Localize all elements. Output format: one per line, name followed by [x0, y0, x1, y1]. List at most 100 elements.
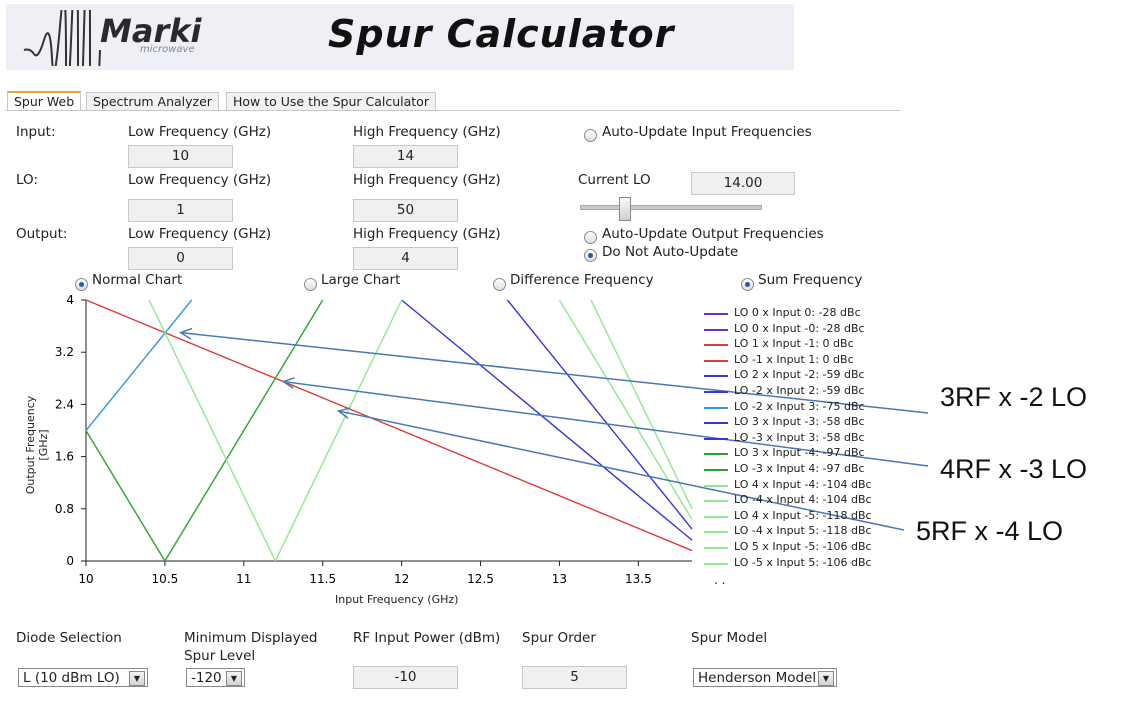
- annotation-arrow: [283, 380, 929, 467]
- y-tick-label: 4: [66, 293, 74, 307]
- current-lo-field[interactable]: 14.00: [691, 172, 795, 195]
- input-high-label: High Frequency (GHz): [353, 124, 501, 140]
- tab-how-to-use[interactable]: How to Use the Spur Calculator: [226, 92, 436, 111]
- legend-swatch: [704, 437, 728, 440]
- y-tick-label: 1.6: [55, 450, 74, 464]
- chevron-down-icon[interactable]: ▼: [226, 671, 242, 686]
- large-chart-label: Large Chart: [321, 272, 401, 288]
- spur-order-label: Spur Order: [522, 630, 596, 646]
- chevron-down-icon[interactable]: ▼: [818, 671, 834, 686]
- annotation-5rf-4lo: 5RF x -4 LO: [916, 516, 1064, 546]
- legend-swatch: [704, 406, 728, 409]
- auto-update-input-radio[interactable]: [584, 129, 597, 142]
- output-high-label: High Frequency (GHz): [353, 226, 501, 242]
- y-tick-label: 0: [66, 554, 74, 568]
- legend-label: LO -2 x Input 2: -59 dBc: [734, 384, 865, 397]
- sum-frequency-label: Sum Frequency: [758, 272, 863, 288]
- tab-spur-web[interactable]: Spur Web: [7, 91, 82, 112]
- annotation-arrowhead: [178, 327, 193, 340]
- spur-model-dropdown[interactable]: Henderson Model ▼: [693, 668, 837, 687]
- logo-wave-icon: [23, 10, 101, 66]
- legend-label: LO -4 x Input 4: -104 dBc: [734, 493, 872, 507]
- x-tick-label: 11.5: [309, 572, 336, 586]
- difference-frequency-radio[interactable]: [493, 278, 506, 291]
- chevron-down-icon[interactable]: ▼: [129, 671, 145, 686]
- legend-label: LO 4 x Input -4: -104 dBc: [734, 477, 872, 491]
- input-label: Input:: [16, 124, 56, 140]
- legend-swatch: [704, 313, 728, 315]
- annotation-3rf-2lo: 3RF x -2 LO: [940, 382, 1088, 412]
- auto-update-output-radio[interactable]: [584, 231, 597, 244]
- legend-label: LO -5 x Input 5: -106 dBc: [734, 555, 872, 569]
- series-line-3: [85, 299, 693, 552]
- legend-label: LO 2 x Input -2: -59 dBc: [734, 368, 865, 382]
- legend-swatch: [704, 359, 728, 362]
- normal-chart-radio[interactable]: [75, 278, 88, 291]
- x-tick-label: 10: [78, 572, 93, 586]
- legend-swatch: [704, 547, 728, 549]
- legend-label: LO 3 x Input -3: -58 dBc: [734, 415, 865, 429]
- y-axis-label: Output Frequency [GHz]: [24, 395, 50, 495]
- x-tick-label: 11: [236, 572, 251, 586]
- legend-swatch: [704, 500, 728, 503]
- difference-frequency-label: Difference Frequency: [510, 272, 654, 288]
- legend-swatch: [704, 469, 728, 471]
- output-low-field[interactable]: 0: [128, 247, 233, 270]
- input-low-field[interactable]: 10: [128, 145, 233, 168]
- tab-spectrum-analyzer[interactable]: Spectrum Analyzer: [86, 92, 219, 111]
- sum-frequency-radio[interactable]: [741, 278, 754, 291]
- lo-slider-thumb[interactable]: [619, 197, 631, 221]
- no-auto-update-radio[interactable]: [584, 249, 597, 262]
- spur-model-label: Spur Model: [691, 630, 768, 646]
- output-label: Output:: [16, 226, 68, 242]
- legend-swatch: [704, 562, 728, 565]
- diode-selection-value: L (10 dBm LO): [23, 670, 120, 686]
- auto-update-input-label: Auto-Update Input Frequencies: [602, 124, 812, 140]
- series-line-10: [164, 299, 324, 562]
- rf-input-power-field[interactable]: -10: [353, 666, 458, 689]
- legend-label: LO 0 x Input -0: -28 dBc: [734, 321, 865, 335]
- series-line-13: [148, 299, 277, 562]
- min-spur-level-value: -120: [191, 670, 222, 686]
- legend-label: LO -1 x Input 1: 0 dBc: [734, 352, 854, 366]
- legend-more-indicator: . .: [714, 573, 726, 587]
- spur-order-field[interactable]: 5: [522, 666, 627, 689]
- annotation-arrow: [338, 410, 905, 531]
- x-tick-label: 13.5: [625, 572, 652, 586]
- diode-selection-dropdown[interactable]: L (10 dBm LO) ▼: [18, 668, 148, 687]
- lo-label: LO:: [16, 172, 38, 188]
- current-lo-label: Current LO: [578, 172, 651, 188]
- output-high-field[interactable]: 4: [353, 247, 458, 270]
- series-line-6: [85, 299, 193, 431]
- lo-low-label: Low Frequency (GHz): [128, 172, 272, 188]
- legend-label: LO -3 x Input 4: -97 dBc: [734, 462, 865, 475]
- lo-slider-track[interactable]: [580, 205, 762, 210]
- x-axis-label: Input Frequency (GHz): [335, 593, 459, 606]
- min-spur-level-dropdown[interactable]: -120 ▼: [186, 668, 245, 687]
- legend-swatch: [704, 375, 728, 378]
- lo-low-field[interactable]: 1: [128, 199, 233, 222]
- x-tick-label: 12: [394, 572, 409, 586]
- annotation-4rf-3lo: 4RF x -3 LO: [940, 454, 1088, 484]
- legend-swatch: [704, 391, 728, 393]
- legend-label: LO 1 x Input -1: 0 dBc: [734, 337, 854, 351]
- legend-label: LO 4 x Input -5: -118 dBc: [734, 508, 872, 522]
- legend-swatch: [704, 515, 728, 518]
- legend-swatch: [704, 422, 728, 425]
- legend-swatch: [704, 453, 728, 456]
- input-high-field[interactable]: 14: [353, 145, 458, 168]
- rf-input-power-label: RF Input Power (dBm): [353, 630, 501, 646]
- series-line-8: [506, 299, 693, 530]
- series-line-14: [274, 299, 403, 562]
- legend-label: LO -4 x Input 5: -118 dBc: [734, 524, 872, 538]
- logo: Marki: [100, 12, 202, 50]
- min-spur-level-label-2: Spur Level: [184, 648, 256, 664]
- x-tick-label: 10.5: [152, 572, 179, 586]
- y-tick-label: 2.4: [55, 397, 74, 411]
- large-chart-radio[interactable]: [304, 278, 317, 291]
- lo-high-field[interactable]: 50: [353, 199, 458, 222]
- spur-model-value: Henderson Model: [698, 670, 817, 686]
- legend-label: LO -2 x Input 3: -75 dBc: [734, 399, 865, 413]
- y-tick-label: 3.2: [55, 345, 74, 359]
